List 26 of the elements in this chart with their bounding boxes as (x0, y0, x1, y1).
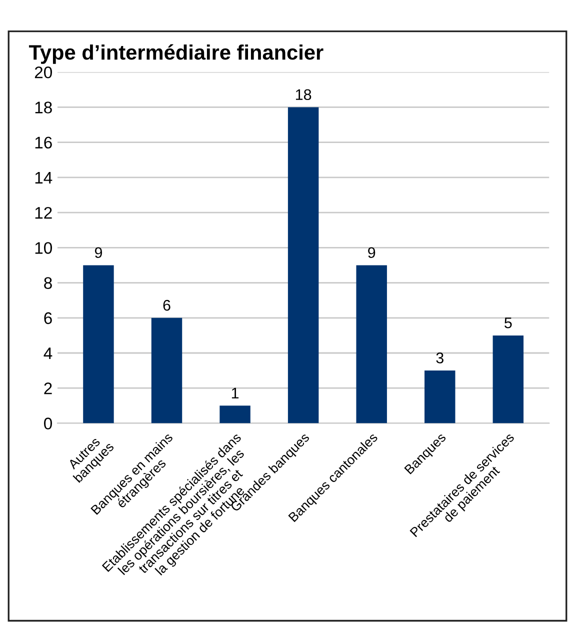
y-tick-label: 10 (35, 242, 52, 254)
y-tick-label: 0 (44, 418, 52, 430)
data-label: 9 (94, 247, 102, 258)
data-label: 5 (504, 318, 512, 328)
bar (288, 107, 319, 424)
data-label: 18 (296, 89, 312, 100)
y-tick-label: 16 (35, 136, 52, 149)
chart-title: Type d’intermédiaire financier (28, 44, 324, 64)
y-tick-label: 2 (44, 382, 52, 394)
data-label: 1 (232, 388, 239, 398)
y-tick-label: 12 (35, 206, 52, 219)
bar (356, 265, 387, 424)
bar (83, 265, 114, 424)
bar (220, 406, 250, 424)
data-label: 3 (436, 352, 444, 364)
y-tick-label: 6 (44, 312, 52, 324)
bar (492, 335, 524, 424)
y-tick-label: 8 (44, 277, 52, 289)
y-tick-label: 20 (34, 66, 52, 78)
data-label: 9 (368, 247, 376, 258)
data-label: 6 (163, 300, 170, 311)
y-tick-label: 4 (44, 348, 52, 360)
bar (424, 370, 456, 424)
y-tick-label: 18 (35, 102, 52, 114)
bar (151, 318, 182, 424)
y-tick-label: 14 (35, 172, 52, 184)
